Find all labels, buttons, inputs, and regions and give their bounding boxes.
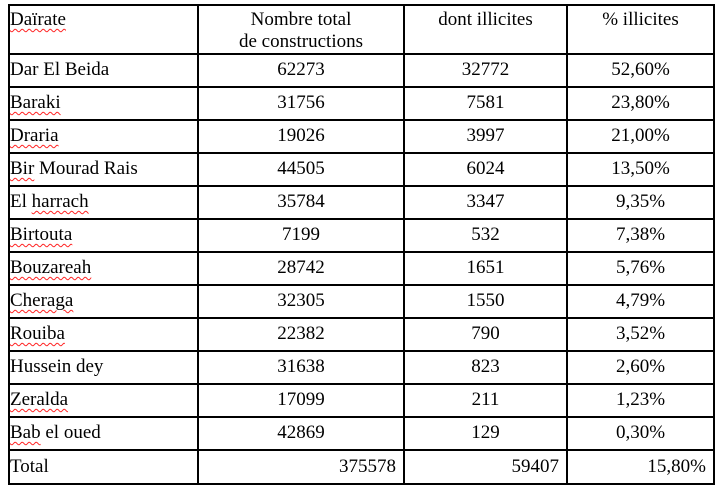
word: Hussein dey	[10, 356, 104, 378]
constructions-cell: 32305	[197, 283, 405, 319]
header-dairate: Daïrate	[8, 4, 199, 55]
illicites-cell: 3347	[403, 184, 568, 220]
misspelled-word: Cheraga	[10, 290, 74, 312]
constructions-cell: 22382	[197, 316, 405, 352]
pct-cell: 23,80%	[566, 85, 715, 121]
dairate-cell: El harrach	[8, 184, 199, 220]
constructions-cell: 62273	[197, 52, 405, 88]
illicites-cell: 129	[403, 415, 568, 451]
total-pct-cell: 15,80%	[566, 448, 715, 485]
pct-cell: 1,23%	[566, 382, 715, 418]
misspelled-word: Zeralda	[10, 389, 69, 411]
dairate-cell: Dar El Beida	[8, 52, 199, 88]
table-row: Zeralda 17099 211 1,23%	[8, 382, 715, 418]
table-row: El harrach 35784 3347 9,35%	[8, 184, 715, 220]
misspelled-word: Rouiba	[10, 323, 65, 345]
misspelled-word: Baraki	[10, 92, 61, 114]
constructions-cell: 31756	[197, 85, 405, 121]
dairate-cell: Baraki	[8, 85, 199, 121]
illicites-cell: 790	[403, 316, 568, 352]
pct-cell: 0,30%	[566, 415, 715, 451]
table-row: Birtouta 7199 532 7,38%	[8, 217, 715, 253]
table-row: Cheraga 32305 1550 4,79%	[8, 283, 715, 319]
dairate-cell: Bouzareah	[8, 250, 199, 286]
dairate-cell: Draria	[8, 118, 199, 154]
table-header: Daïrate Nombre total de constructions do…	[8, 4, 715, 55]
dairate-cell: Rouiba	[8, 316, 199, 352]
table-row: Bouzareah 28742 1651 5,76%	[8, 250, 715, 286]
illicites-cell: 6024	[403, 151, 568, 187]
illicites-cell: 32772	[403, 52, 568, 88]
illicites-cell: 3997	[403, 118, 568, 154]
constructions-cell: 17099	[197, 382, 405, 418]
header-constructions: Nombre total de constructions	[197, 4, 405, 55]
misspelled-word: Bir	[10, 158, 35, 180]
misspelled-word: Bab	[10, 422, 41, 444]
header-dairate-label: Daïrate	[10, 9, 66, 30]
illicites-cell: 211	[403, 382, 568, 418]
constructions-cell: 19026	[197, 118, 405, 154]
misspelled-word: Birtouta	[10, 224, 73, 246]
total-label-cell: Total	[8, 448, 199, 485]
header-pct-illicites: % illicites	[566, 4, 715, 55]
pct-cell: 7,38%	[566, 217, 715, 253]
table-row: Bir Mourad Rais 44505 6024 13,50%	[8, 151, 715, 187]
constructions-cell: 7199	[197, 217, 405, 253]
illicites-cell: 1651	[403, 250, 568, 286]
table-row: Bab el oued 42869 129 0,30%	[8, 415, 715, 451]
pct-cell: 52,60%	[566, 52, 715, 88]
constructions-cell: 42869	[197, 415, 405, 451]
total-row: Total 375578 59407 15,80%	[8, 448, 715, 485]
constructions-cell: 44505	[197, 151, 405, 187]
table-row: Dar El Beida 62273 32772 52,60%	[8, 52, 715, 88]
dairate-cell: Hussein dey	[8, 349, 199, 385]
pct-cell: 3,52%	[566, 316, 715, 352]
table-footer: Total 375578 59407 15,80%	[8, 448, 715, 485]
word: el oued	[40, 422, 101, 444]
table-row: Rouiba 22382 790 3,52%	[8, 316, 715, 352]
pct-cell: 13,50%	[566, 151, 715, 187]
header-illicites: dont illicites	[403, 4, 568, 55]
header-row: Daïrate Nombre total de constructions do…	[8, 4, 715, 55]
total-illicites-cell: 59407	[403, 448, 568, 485]
pct-cell: 4,79%	[566, 283, 715, 319]
word: Mourad Rais	[34, 158, 138, 180]
word: El	[10, 191, 32, 213]
dairate-cell: Bir Mourad Rais	[8, 151, 199, 187]
dairate-cell: Zeralda	[8, 382, 199, 418]
table-row: Draria 19026 3997 21,00%	[8, 118, 715, 154]
pct-cell: 5,76%	[566, 250, 715, 286]
illicites-cell: 532	[403, 217, 568, 253]
table-body: Dar El Beida 62273 32772 52,60% Baraki 31756 7…	[8, 52, 715, 451]
dairate-cell: Bab el oued	[8, 415, 199, 451]
illicites-cell: 7581	[403, 85, 568, 121]
illicites-cell: 1550	[403, 283, 568, 319]
constructions-cell: 28742	[197, 250, 405, 286]
illicites-cell: 823	[403, 349, 568, 385]
table-row: Hussein dey 31638 823 2,60%	[8, 349, 715, 385]
word: Dar El Beida	[10, 59, 110, 81]
pct-cell: 21,00%	[566, 118, 715, 154]
pct-cell: 2,60%	[566, 349, 715, 385]
constructions-cell: 31638	[197, 349, 405, 385]
pct-cell: 9,35%	[566, 184, 715, 220]
constructions-table: Daïrate Nombre total de constructions do…	[8, 4, 715, 485]
dairate-cell: Cheraga	[8, 283, 199, 319]
misspelled-word: Draria	[10, 125, 59, 147]
constructions-cell: 35784	[197, 184, 405, 220]
table-row: Baraki 31756 7581 23,80%	[8, 85, 715, 121]
misspelled-word: Bouzareah	[10, 257, 92, 279]
dairate-cell: Birtouta	[8, 217, 199, 253]
misspelled-word: harrach	[31, 191, 89, 213]
total-constructions-cell: 375578	[197, 448, 405, 485]
